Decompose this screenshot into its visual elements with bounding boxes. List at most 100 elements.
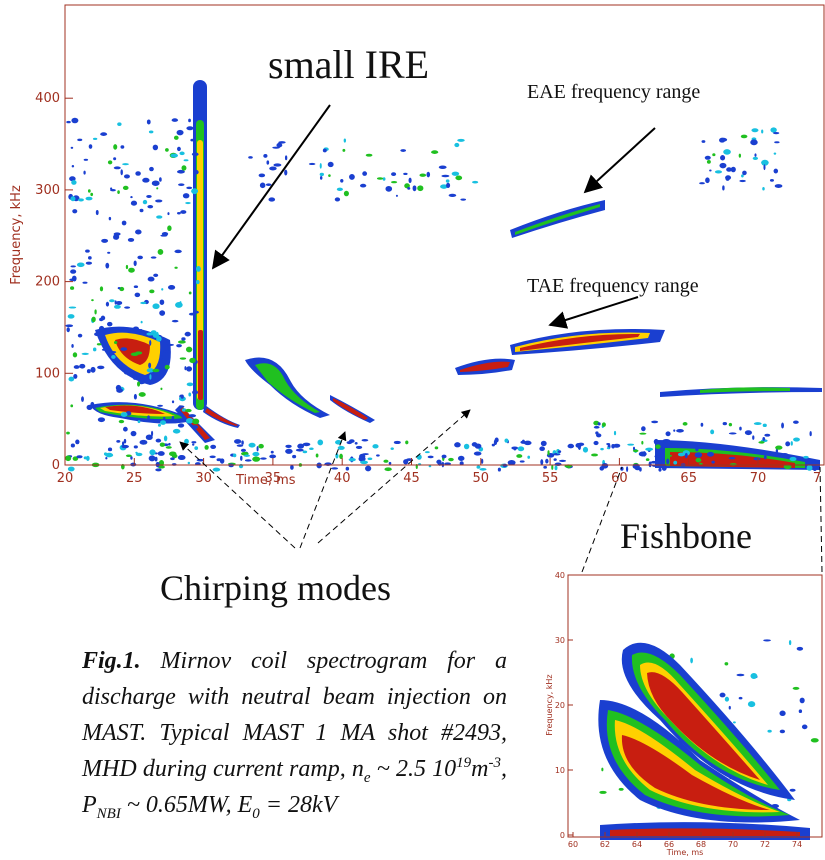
speckle (707, 451, 714, 457)
speckle (168, 442, 171, 446)
speckle (109, 299, 115, 303)
speckle (105, 452, 114, 458)
speckle (601, 462, 609, 469)
x-tick-label: 20 (57, 471, 74, 486)
inset-blobs (598, 642, 810, 840)
speckle (70, 265, 76, 268)
speckle (763, 164, 766, 171)
speckle (86, 369, 91, 374)
speckle (148, 455, 156, 462)
speckle (319, 172, 325, 177)
speckle (190, 138, 194, 142)
speckle (446, 182, 451, 189)
speckle (134, 292, 141, 298)
x-tick-label: 68 (696, 840, 706, 849)
speckle (632, 449, 639, 453)
speckle (360, 460, 368, 465)
speckle (73, 374, 78, 379)
y-tick-label: 30 (555, 636, 565, 645)
speckle (667, 454, 672, 457)
speckle (178, 405, 185, 408)
caption-sup: -3 (488, 755, 502, 771)
speckle (613, 443, 621, 448)
x-tick-label: 55 (542, 471, 559, 486)
speckle (319, 175, 323, 180)
inset-frame (567, 574, 823, 838)
speckle (762, 187, 765, 191)
caption-text: Mirnov coil spectrogram for a discharge … (82, 648, 507, 782)
speckle (155, 331, 159, 338)
speckle (184, 331, 191, 337)
speckle (793, 420, 799, 424)
speckle (157, 404, 164, 407)
speckle (441, 454, 447, 459)
speckle (72, 456, 79, 461)
speckle (71, 275, 77, 282)
inset-y-label: Frequency, kHz (545, 674, 554, 735)
speckle (94, 332, 100, 337)
speckle (540, 440, 547, 447)
speckle (192, 390, 199, 395)
speckle (712, 153, 716, 157)
speckle (248, 442, 256, 448)
speckle (440, 184, 448, 189)
speckle (302, 450, 308, 454)
speckle (121, 444, 129, 449)
speckle (121, 441, 125, 446)
speckle (133, 285, 139, 289)
speckle (730, 166, 736, 173)
speckle (252, 456, 261, 462)
speckle (69, 176, 76, 182)
speckle (722, 185, 725, 191)
x-tick-label: 74 (792, 840, 802, 849)
speckle (81, 352, 89, 355)
speckle (209, 455, 216, 459)
dashed-arrows (179, 409, 823, 573)
speckle (113, 144, 118, 150)
x-tick-label: 60 (568, 840, 578, 849)
speckle (775, 445, 783, 450)
speckle (193, 169, 199, 175)
speckle (149, 374, 152, 380)
speckle (91, 299, 94, 302)
y-tick-label: 200 (35, 275, 60, 290)
speckle (547, 450, 550, 456)
speckle (185, 201, 191, 205)
speckle (740, 134, 748, 139)
speckle (263, 154, 268, 158)
speckle (554, 465, 558, 471)
speckle (71, 180, 77, 185)
speckle (639, 432, 647, 435)
speckle (773, 152, 777, 155)
speckle (180, 394, 184, 399)
speckle (362, 453, 369, 456)
speckle (345, 466, 350, 471)
speckle (192, 418, 200, 425)
speckle (714, 170, 723, 174)
speckle (116, 440, 121, 443)
speckle (71, 165, 75, 168)
speckle (454, 142, 460, 148)
speckle (658, 467, 662, 472)
speckle (290, 464, 294, 470)
speckle (118, 419, 125, 424)
caption-text: m (471, 756, 489, 782)
speckle (480, 458, 484, 464)
x-tick-label: 70 (728, 840, 738, 849)
speckle (73, 365, 80, 369)
caption-text: ~ 2.5 10 (370, 756, 457, 782)
speckle (192, 443, 195, 446)
speckle (151, 430, 154, 437)
speckle (86, 455, 90, 461)
speckle (343, 138, 347, 143)
speckle (270, 450, 274, 454)
speckle (393, 440, 401, 445)
speckle (169, 451, 177, 457)
speckle (695, 457, 702, 463)
x-tick-label: 35 (265, 471, 282, 486)
speckle (70, 404, 74, 408)
speckle (130, 430, 137, 437)
speckle (157, 465, 165, 469)
